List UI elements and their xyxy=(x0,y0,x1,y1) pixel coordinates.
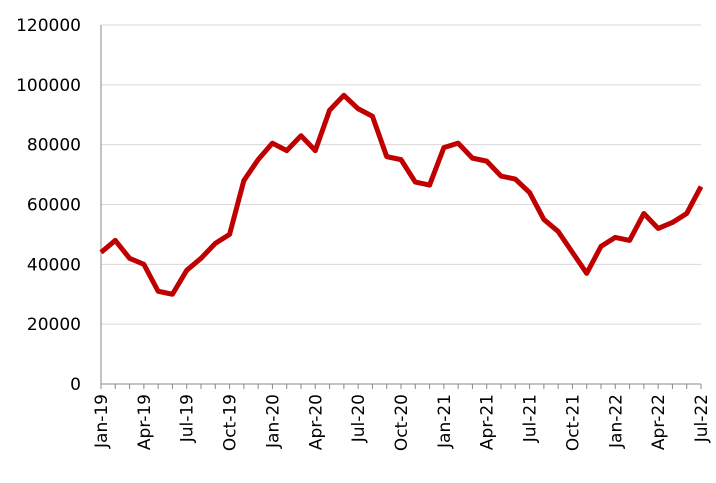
y-tick-label: 80000 xyxy=(27,136,81,156)
x-tick-label: Jul-21 xyxy=(521,394,541,443)
line-series xyxy=(99,92,704,297)
x-tick-label: Apr-22 xyxy=(649,394,669,450)
y-tick-label: 0 xyxy=(70,375,81,395)
x-tick-label: Jan-21 xyxy=(435,394,455,449)
y-tick-label: 20000 xyxy=(27,315,81,335)
y-tick-label: 60000 xyxy=(27,196,81,216)
x-tick-label: Oct-20 xyxy=(392,394,412,451)
x-tick-label: Apr-20 xyxy=(306,394,326,450)
y-tick-label: 40000 xyxy=(27,255,81,275)
x-tick-label: Apr-19 xyxy=(135,394,155,450)
y-tick-label: 120000 xyxy=(16,16,81,36)
y-tick-label: 100000 xyxy=(16,76,81,96)
x-tick-label: Jan-20 xyxy=(263,394,283,449)
x-tick-label: Oct-21 xyxy=(563,394,583,451)
x-tick-label: Jan-19 xyxy=(92,394,112,449)
x-tick-label: Jul-19 xyxy=(178,394,198,443)
x-tick-label: Jul-22 xyxy=(692,394,712,443)
x-tick-label: Apr-21 xyxy=(478,394,498,450)
x-tick-label: Oct-19 xyxy=(221,394,241,451)
x-tick-label: Jan-22 xyxy=(606,394,626,449)
x-tick-label: Jul-20 xyxy=(349,394,369,443)
